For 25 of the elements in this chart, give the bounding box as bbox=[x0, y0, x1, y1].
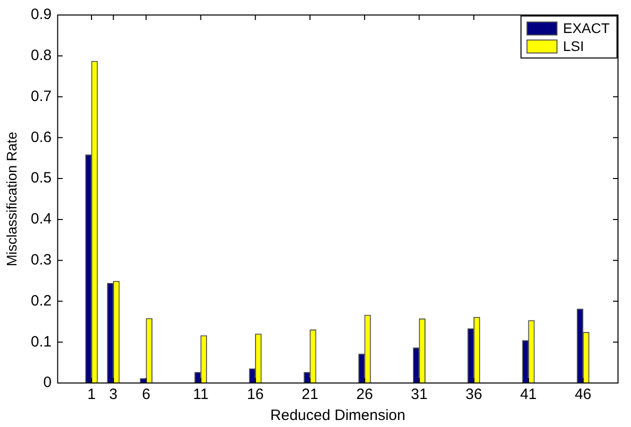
x-tick-label: 1 bbox=[87, 386, 96, 404]
y-tick-label: 0.9 bbox=[30, 6, 52, 24]
x-tick-label: 3 bbox=[109, 386, 118, 404]
x-tick-label: 26 bbox=[356, 386, 373, 404]
y-tick-label: 0.8 bbox=[30, 47, 52, 64]
y-tick-label: 0.3 bbox=[30, 251, 52, 268]
x-tick-label: 16 bbox=[247, 386, 264, 404]
x-axis-title: Reduced Dimension bbox=[270, 407, 406, 424]
y-tick-label: 0.7 bbox=[30, 88, 52, 105]
x-tick-label: 41 bbox=[520, 386, 537, 404]
y-tick-label: 0.6 bbox=[30, 128, 52, 146]
x-tick-label: 31 bbox=[410, 386, 428, 404]
x-tick-label: 46 bbox=[574, 386, 592, 404]
x-tick-label: 11 bbox=[192, 386, 209, 404]
legend-label: EXACT bbox=[563, 20, 610, 36]
x-tick-label: 21 bbox=[302, 386, 318, 404]
y-tick-label: 0.5 bbox=[30, 170, 52, 187]
y-tick-label: 0.2 bbox=[30, 292, 52, 310]
x-tick-label: 6 bbox=[142, 386, 150, 404]
x-tick-label: 36 bbox=[465, 386, 482, 404]
y-tick-label: 0.4 bbox=[30, 210, 52, 228]
y-tick-label: 0.1 bbox=[30, 333, 52, 350]
y-tick-label: 0 bbox=[43, 374, 52, 392]
y-axis-title: Misclassification Rate bbox=[3, 131, 20, 266]
legend-label: LSI bbox=[563, 38, 584, 54]
